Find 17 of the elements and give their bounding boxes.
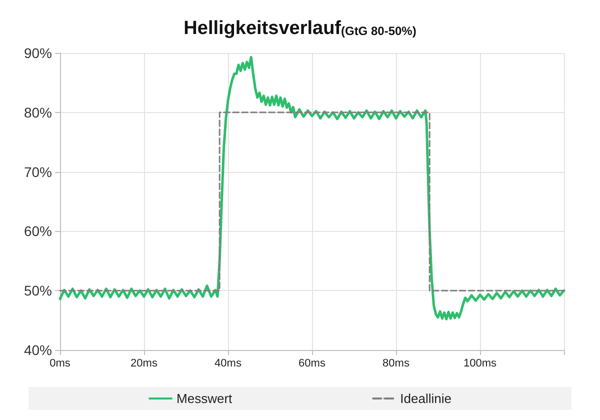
legend-label: Messwert (176, 391, 233, 406)
x-tick-label: 20ms (130, 358, 158, 370)
x-tick-label: 100ms (463, 358, 497, 370)
line-series (58, 56, 566, 320)
chart-title: Helligkeitsverlauf (184, 18, 342, 39)
y-tick-label: 90% (24, 45, 52, 61)
x-tick-label: 40ms (214, 358, 242, 370)
y-tick-label: 70% (24, 164, 52, 180)
y-tick-label: 60% (24, 223, 52, 240)
x-tick-label: 0ms (50, 358, 71, 370)
chart-subtitle: (GtG 80-50%) (340, 24, 416, 38)
y-tick-label: 40% (24, 342, 52, 358)
y-tick-label: 50% (24, 282, 52, 299)
legend-label: Ideallinie (400, 391, 452, 406)
y-tick-label: 80% (24, 104, 52, 120)
x-tick-label: 60ms (298, 358, 326, 370)
x-tick-label: 80ms (382, 358, 410, 370)
